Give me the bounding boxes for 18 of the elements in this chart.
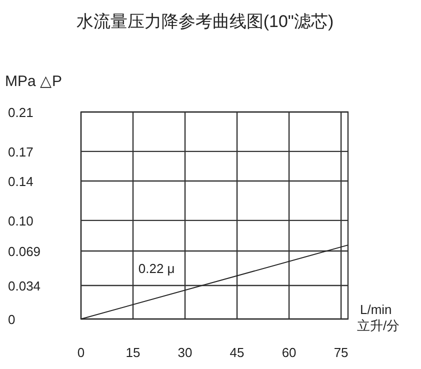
ytick: 0.14 xyxy=(8,174,34,189)
ytick: 0.069 xyxy=(8,244,41,259)
ylabel: MPa △P xyxy=(5,73,62,90)
annotation: 立升/分 xyxy=(357,318,400,333)
xtick: 15 xyxy=(126,345,140,360)
xlabel: L/min xyxy=(360,302,392,317)
xtick: 60 xyxy=(282,345,296,360)
ytick: 0.034 xyxy=(8,278,41,294)
xtick: 75 xyxy=(334,345,348,360)
ytick: 0.21 xyxy=(8,105,34,120)
series-name: 0.22 μ xyxy=(138,261,175,276)
xtick: 0 xyxy=(77,345,85,360)
xtick: 30 xyxy=(178,345,192,360)
ytick: 0.10 xyxy=(8,213,34,228)
title: 水流量压力降参考曲线图(10"滤芯) xyxy=(76,12,334,31)
xtick: 45 xyxy=(230,345,244,360)
ytick: 0.17 xyxy=(8,144,34,160)
ytick: 0 xyxy=(8,312,16,327)
